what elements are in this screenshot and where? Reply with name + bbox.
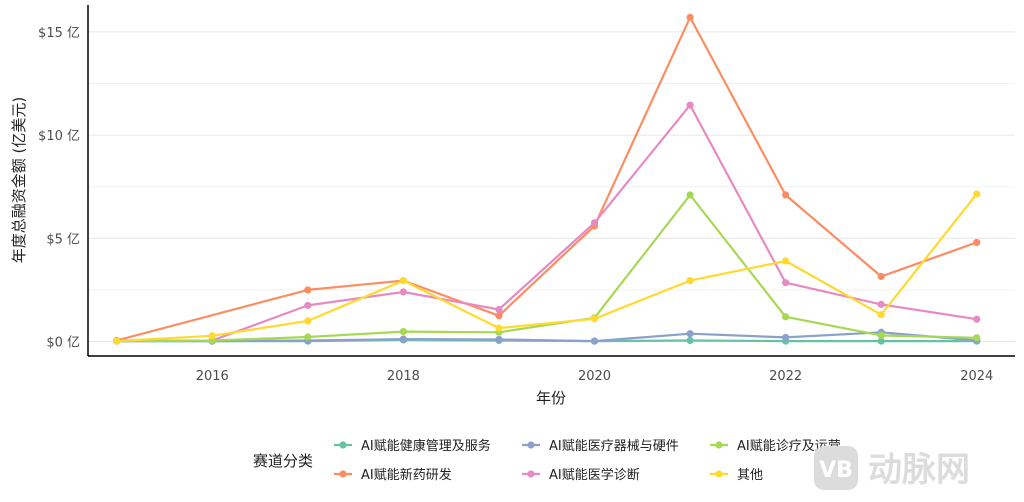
x-axis-title: 年份 <box>536 389 566 407</box>
svg-text:VB: VB <box>819 458 853 483</box>
series-line <box>115 16 978 342</box>
data-point <box>877 272 885 281</box>
data-point <box>686 13 694 21</box>
data-point <box>782 313 790 321</box>
data-point <box>877 311 885 319</box>
legend-label: 其他 <box>737 468 763 483</box>
axes <box>87 5 1015 357</box>
data-point <box>399 277 407 285</box>
data-point <box>686 101 694 109</box>
data-point <box>686 191 694 199</box>
legend-label: AI赋能医学诊断 <box>549 467 640 483</box>
legend-item: AI赋能医学诊断 <box>522 467 640 483</box>
legend-item: AI赋能健康管理及服务 <box>334 438 491 454</box>
data-point <box>877 337 885 345</box>
data-point <box>782 257 790 265</box>
data-point <box>495 335 503 344</box>
legend-label: AI赋能诊疗及运营 <box>737 439 841 454</box>
legend-item: AI赋能诊疗及运营 <box>710 439 841 454</box>
data-point <box>590 337 599 345</box>
legend-title: 赛道分类 <box>253 452 313 470</box>
data-point <box>113 337 121 345</box>
legend-key-point <box>715 470 723 478</box>
data-point <box>590 219 599 227</box>
series-line <box>115 103 978 343</box>
tick-labels: $0 亿 $5 亿 $10 亿 $15 亿 2016 2018 2020 2022 2024 <box>38 26 993 384</box>
legend-key-point <box>339 441 347 449</box>
data-point <box>304 333 312 341</box>
legend-item: 其他 <box>710 468 763 483</box>
data-point <box>399 335 407 343</box>
y-tick-label: $0 亿 <box>46 336 80 351</box>
data-point <box>877 331 885 339</box>
legend-label: AI赋能新药研发 <box>361 467 452 483</box>
data-point <box>399 328 407 336</box>
watermark-text: 动脉网 <box>868 450 970 490</box>
data-point <box>973 238 981 247</box>
legend: 赛道分类 AI赋能健康管理及服务 AI赋能医疗器械与硬件 AI赋能诊疗及运营 AI赋能… <box>253 438 841 483</box>
data-point <box>304 301 312 310</box>
y-axis-title: 年度总融资金额 (亿美元) <box>10 97 28 263</box>
watermark: VB 动脉网 <box>814 446 970 490</box>
data-point <box>973 315 981 323</box>
data-point <box>686 330 694 338</box>
series-line <box>115 192 978 343</box>
data-point <box>208 332 216 340</box>
x-tick-label: 2022 <box>769 369 802 384</box>
y-tick-label: $15 亿 <box>38 26 80 41</box>
data-point <box>782 191 790 199</box>
grid-lines <box>88 31 1015 343</box>
y-tick-label: $5 亿 <box>46 232 80 247</box>
legend-item: AI赋能新药研发 <box>334 467 452 483</box>
x-tick-label: 2020 <box>578 369 611 384</box>
data-point <box>495 324 503 332</box>
x-tick-label: 2024 <box>960 369 993 384</box>
data-point <box>590 315 599 323</box>
series-lines <box>113 13 981 345</box>
legend-key-point <box>527 441 535 449</box>
data-point <box>877 300 885 308</box>
legend-item: AI赋能医疗器械与硬件 <box>522 439 679 454</box>
legend-label: AI赋能医疗器械与硬件 <box>549 439 679 454</box>
legend-key-point <box>715 441 723 449</box>
data-point <box>304 286 312 294</box>
data-point <box>686 336 694 345</box>
data-point <box>973 190 981 198</box>
legend-key-point <box>339 470 347 478</box>
data-point <box>782 279 790 287</box>
data-point <box>304 317 312 325</box>
x-tick-label: 2018 <box>387 369 420 384</box>
series-line <box>115 193 978 343</box>
series-line <box>115 331 978 343</box>
data-point <box>495 312 503 320</box>
legend-key-point <box>527 470 535 478</box>
data-point <box>973 334 981 342</box>
legend-label: AI赋能健康管理及服务 <box>361 438 491 454</box>
vb-logo-icon: VB <box>814 446 858 490</box>
data-point <box>399 288 407 296</box>
y-tick-label: $10 亿 <box>38 129 80 144</box>
data-point <box>782 333 790 342</box>
x-tick-label: 2016 <box>196 369 229 384</box>
data-point <box>495 305 503 314</box>
data-point <box>686 277 694 285</box>
